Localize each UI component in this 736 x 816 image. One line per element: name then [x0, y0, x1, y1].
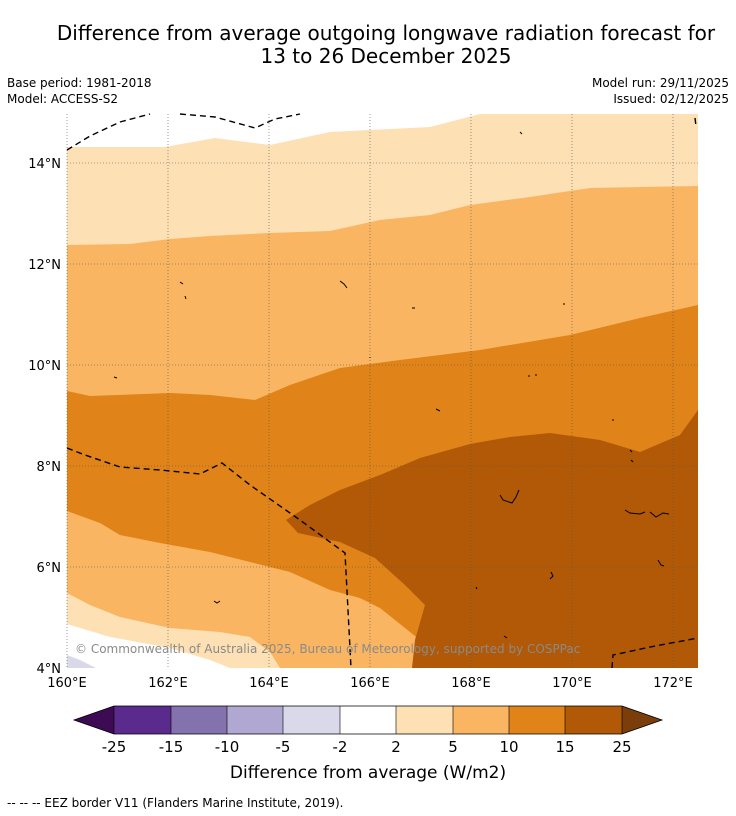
colorbar-extend-high — [622, 706, 662, 734]
eez-borders — [66, 113, 699, 669]
colorbar-band-n5-n2 — [283, 706, 340, 734]
gridlines — [66, 114, 698, 668]
colorbar-band-n10-n5 — [227, 706, 283, 734]
lon-tick-168e: 168°E — [451, 676, 491, 691]
lon-tick-172e: 172°E — [653, 676, 693, 691]
lon-tick-160e: 160°E — [47, 676, 87, 691]
colorbar-tick-n15: -15 — [159, 738, 184, 756]
colorbar-tick-n10: -10 — [215, 738, 240, 756]
title-line-1: Difference from average outgoing longwav… — [56, 21, 716, 45]
lon-tick-166e: 166°E — [350, 676, 390, 691]
eez-footnote: -- -- -- EEZ border V11 (Flanders Marine… — [7, 796, 344, 810]
metadata-right: Model run: 29/11/2025 Issued: 02/12/2025 — [592, 75, 729, 107]
copyright-notice: © Commonwealth of Australia 2025, Bureau… — [75, 642, 580, 656]
lat-tick-6n: 6°N — [37, 561, 62, 576]
colorbar-tick-2: 2 — [391, 738, 401, 756]
lat-tick-8n: 8°N — [37, 460, 62, 475]
colorbar-label: Difference from average (W/m2) — [230, 763, 506, 783]
model-run-date: Model run: 29/11/2025 — [591, 76, 729, 90]
issued-date: Issued: 02/12/2025 — [613, 92, 729, 106]
colorbar-extend-low — [74, 706, 114, 734]
colorbar-tick-10: 10 — [499, 738, 518, 756]
colorbar-band-n25-n15 — [114, 706, 171, 734]
base-period: Base period: 1981-2018 — [7, 76, 152, 90]
colorbar-tick-5: 5 — [448, 738, 458, 756]
lat-tick-14n: 14°N — [28, 157, 61, 172]
colorbar-band-10-15 — [509, 706, 565, 734]
colorbar: -25 -15 -10 -5 -2 2 5 10 15 25 Differenc… — [72, 705, 664, 783]
title-line-2: 13 to 26 December 2025 — [260, 44, 512, 68]
colorbar-tick-n5: -5 — [276, 738, 291, 756]
model-name: Model: ACCESS-S2 — [7, 92, 119, 106]
metadata-left: Base period: 1981-2018 Model: ACCESS-S2 — [7, 75, 152, 107]
colorbar-band-15-25 — [565, 706, 622, 734]
band-n2-2-north — [67, 114, 698, 147]
contour-fill-layer — [67, 114, 698, 668]
colorbar-band-5-10 — [453, 706, 509, 734]
latitude-labels: 14°N 12°N 10°N 8°N 6°N 4°N — [28, 157, 61, 677]
colorbar-band-n15-n10 — [171, 706, 227, 734]
band-15-25 — [286, 410, 698, 668]
colorbar-band-2-5 — [396, 706, 453, 734]
chart-title: Difference from average outgoing longwav… — [0, 22, 736, 68]
colorbar-tick-n25: -25 — [102, 738, 127, 756]
colorbar-tick-n2: -2 — [333, 738, 348, 756]
lon-tick-162e: 162°E — [148, 676, 188, 691]
lon-tick-170e: 170°E — [552, 676, 592, 691]
longitude-labels: 160°E 162°E 164°E 166°E 168°E 170°E 172°… — [47, 676, 693, 691]
lat-tick-12n: 12°N — [28, 258, 61, 273]
colorbar-tick-25: 25 — [612, 738, 631, 756]
band-n5-n2-southwest — [67, 655, 96, 668]
islands — [113, 131, 670, 639]
band-n2-2-southwest — [67, 624, 230, 668]
colorbar-tick-15: 15 — [555, 738, 574, 756]
lat-tick-4n: 4°N — [37, 662, 62, 677]
colorbar-band-n2-2 — [340, 706, 396, 734]
lat-tick-10n: 10°N — [28, 359, 61, 374]
lon-tick-164e: 164°E — [249, 676, 289, 691]
